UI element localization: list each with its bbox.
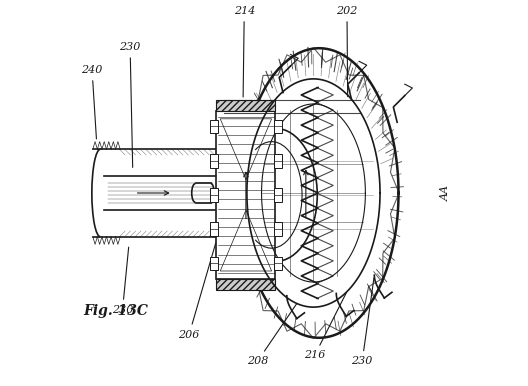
Bar: [210, 154, 218, 168]
Text: Fig. 13C: Fig. 13C: [83, 304, 148, 318]
Text: 230: 230: [112, 247, 133, 315]
Text: 214: 214: [233, 6, 255, 97]
Text: AA: AA: [441, 185, 451, 201]
Bar: [274, 188, 282, 202]
Bar: [274, 120, 282, 133]
Bar: [274, 222, 282, 236]
Text: 202: 202: [336, 6, 357, 96]
Bar: [210, 257, 218, 270]
Bar: [274, 154, 282, 168]
Bar: [216, 279, 276, 290]
Text: 216: 216: [304, 293, 346, 361]
Bar: [210, 188, 218, 202]
Text: 230: 230: [352, 278, 374, 366]
Bar: [210, 222, 218, 236]
Text: 206: 206: [178, 243, 215, 340]
Bar: [210, 120, 218, 133]
Bar: [216, 100, 276, 111]
Bar: [274, 257, 282, 270]
Text: 208: 208: [247, 304, 297, 366]
Text: 240: 240: [81, 65, 103, 139]
Text: 230: 230: [119, 42, 141, 168]
Bar: [216, 111, 276, 279]
